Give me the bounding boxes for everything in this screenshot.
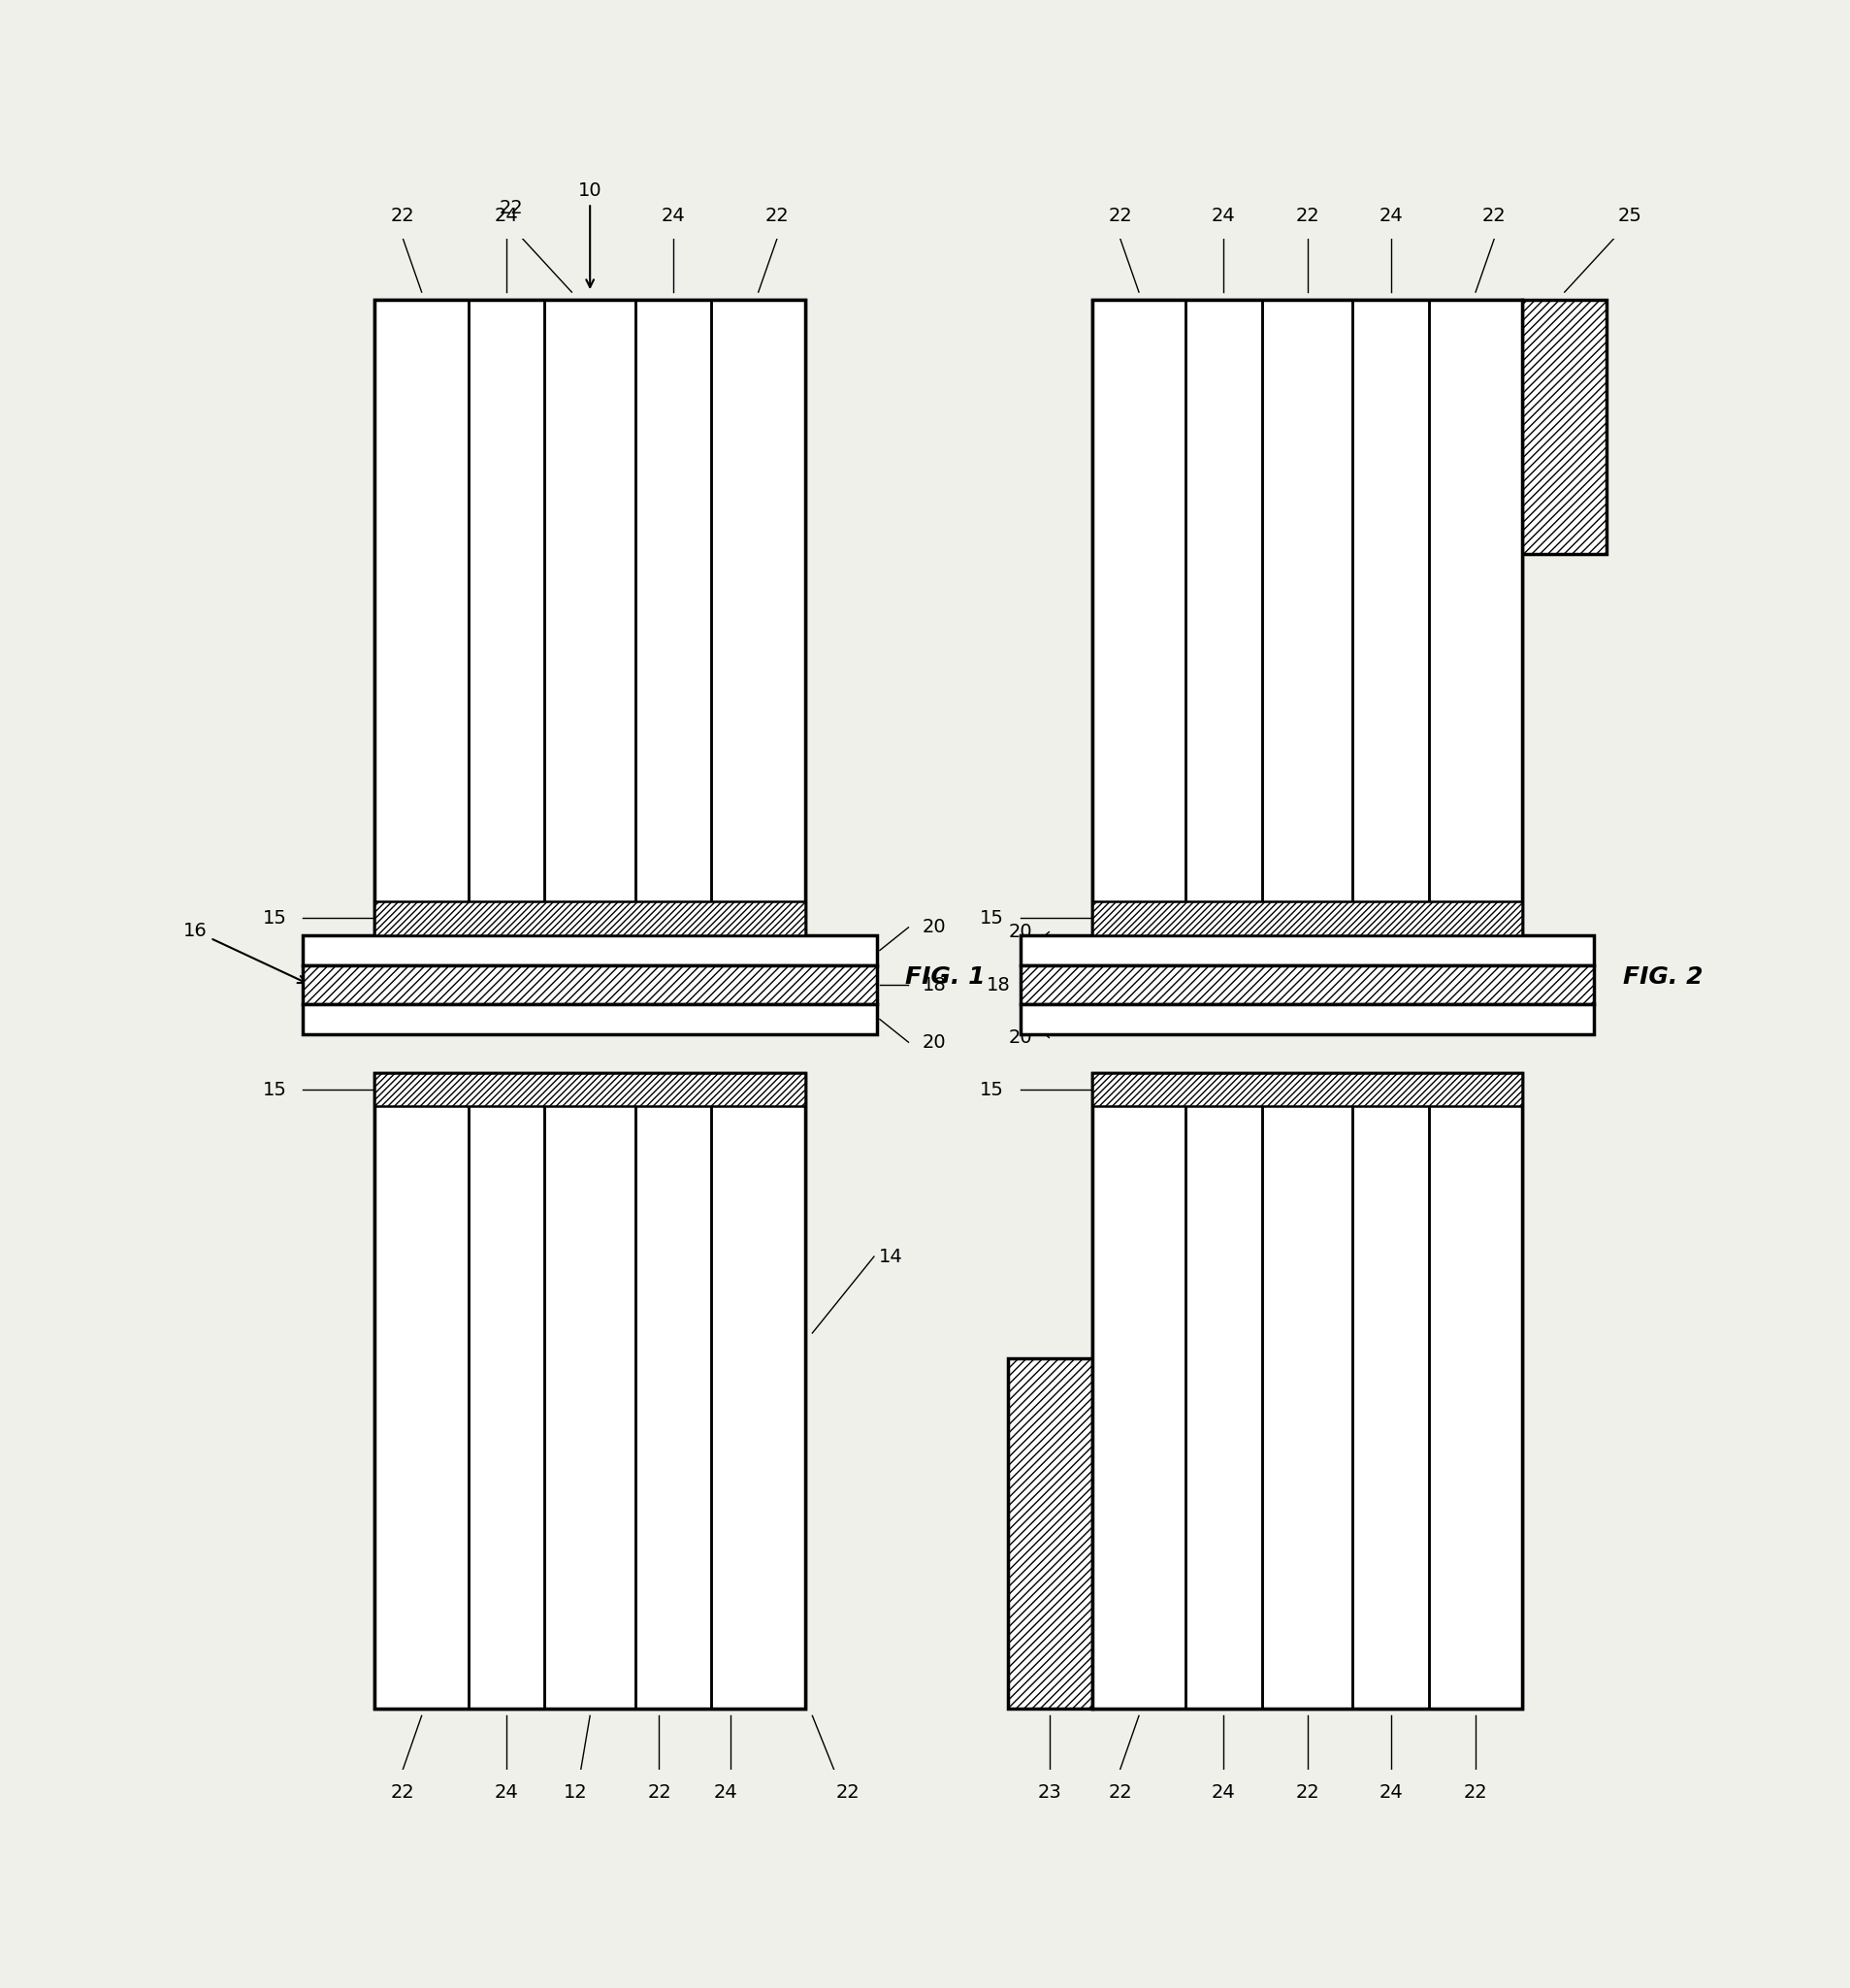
Bar (468, 300, 544, 934)
Text: 22: 22 (1108, 207, 1132, 225)
Bar (1092, 901, 1521, 934)
Bar (1186, 1074, 1262, 1708)
Text: 18: 18 (986, 976, 1010, 994)
Bar (468, 1074, 544, 1708)
Text: 22: 22 (1482, 207, 1506, 225)
Text: 22: 22 (390, 1783, 414, 1801)
Bar (544, 300, 635, 934)
Bar (1019, 966, 1593, 1004)
Text: 10: 10 (577, 181, 601, 286)
Bar (1352, 1074, 1428, 1708)
Text: 22: 22 (1295, 207, 1319, 225)
Bar (1092, 1074, 1521, 1708)
Text: 15: 15 (263, 909, 287, 928)
Bar (1092, 1074, 1521, 1107)
Bar (374, 300, 805, 934)
Bar (374, 1074, 805, 1107)
Text: 22: 22 (390, 207, 414, 225)
Bar (303, 934, 877, 966)
Bar (374, 300, 468, 934)
Text: 24: 24 (1378, 1783, 1402, 1801)
Text: 24: 24 (1212, 207, 1236, 225)
Text: 12: 12 (564, 1783, 586, 1801)
Text: 14: 14 (879, 1246, 903, 1266)
Text: 22: 22 (500, 199, 524, 217)
Text: 15: 15 (979, 1079, 1003, 1099)
Text: 18: 18 (921, 976, 945, 994)
Bar (1092, 1074, 1521, 1708)
Text: 24: 24 (1378, 207, 1402, 225)
Bar (1352, 300, 1428, 934)
Text: 20: 20 (1008, 922, 1032, 940)
Bar (374, 1074, 805, 1708)
Text: 22: 22 (1295, 1783, 1319, 1801)
Bar (303, 966, 877, 1004)
Text: 24: 24 (494, 1783, 518, 1801)
Bar (1019, 934, 1593, 966)
Text: 20: 20 (921, 918, 945, 936)
Bar (1092, 300, 1521, 934)
Text: 15: 15 (263, 1079, 287, 1099)
Bar (635, 300, 710, 934)
Bar (1092, 300, 1186, 934)
Bar (1019, 1004, 1593, 1034)
Text: 16: 16 (183, 922, 305, 982)
Bar (1428, 1074, 1521, 1708)
Bar (1092, 300, 1521, 934)
Text: 22: 22 (647, 1783, 672, 1801)
Bar (710, 300, 805, 934)
Text: 20: 20 (921, 1034, 945, 1052)
Text: 24: 24 (712, 1783, 736, 1801)
Bar (1262, 1074, 1352, 1708)
Bar (710, 1074, 805, 1708)
Text: 22: 22 (764, 207, 788, 225)
Text: 23: 23 (1038, 1783, 1062, 1801)
Text: 25: 25 (1617, 207, 1641, 225)
Text: 22: 22 (1108, 1783, 1132, 1801)
Bar (374, 300, 805, 934)
Bar (1428, 300, 1521, 934)
Text: FIG. 2: FIG. 2 (1622, 966, 1702, 988)
Bar (374, 901, 805, 934)
Text: 24: 24 (494, 207, 518, 225)
Text: 24: 24 (1212, 1783, 1236, 1801)
Bar (303, 1004, 877, 1034)
Bar (374, 1074, 805, 1708)
Text: FIG. 1: FIG. 1 (905, 966, 984, 988)
Bar (374, 1074, 468, 1708)
Text: 22: 22 (1463, 1783, 1487, 1801)
Text: 24: 24 (660, 207, 684, 225)
Text: 22: 22 (836, 1783, 860, 1801)
Text: 15: 15 (979, 909, 1003, 928)
Bar (1006, 1358, 1092, 1708)
Bar (544, 1074, 635, 1708)
Bar (1262, 300, 1352, 934)
Bar (1521, 300, 1606, 555)
Bar (635, 1074, 710, 1708)
Text: 20: 20 (1008, 1028, 1032, 1048)
Bar (1186, 300, 1262, 934)
Bar (1092, 1074, 1186, 1708)
